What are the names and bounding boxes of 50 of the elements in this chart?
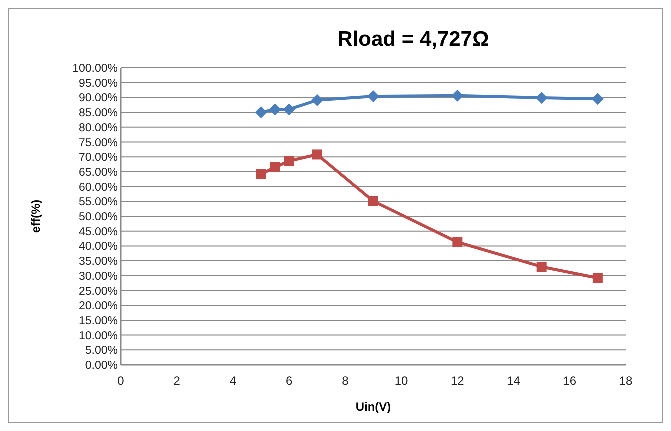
y-axis-title: eff(%) <box>29 200 43 234</box>
point <box>592 93 604 106</box>
y-tick-label: 90.00% <box>78 92 118 105</box>
y-tick-label: 95.00% <box>78 78 118 90</box>
y-tick-label: 65.00% <box>78 166 118 179</box>
x-tick-label: 10 <box>394 374 409 388</box>
y-tick-label: 85.00% <box>78 108 118 120</box>
y-tick-label: 30.00% <box>78 270 118 283</box>
point <box>255 106 268 119</box>
x-tick-label: 12 <box>450 374 465 388</box>
y-tick-label: 5.00% <box>85 345 118 358</box>
x-tick-label: 6 <box>286 374 293 388</box>
point <box>312 150 322 160</box>
point <box>270 162 280 172</box>
y-tick-label: 25.00% <box>78 286 118 298</box>
y-tick-label: 100.00% <box>72 63 118 76</box>
y-tick-label: 50.00% <box>78 212 118 224</box>
point <box>311 94 324 106</box>
x-tick-label: 8 <box>342 374 350 388</box>
x-tick-label: 2 <box>174 374 181 388</box>
point <box>536 262 547 272</box>
point <box>368 90 380 103</box>
point <box>368 196 378 206</box>
y-tick-label: 70.00% <box>78 152 118 164</box>
x-tick-label: 4 <box>230 374 237 388</box>
point <box>256 169 266 180</box>
x-tick-label: 0 <box>118 374 125 388</box>
y-tick-label: 20.00% <box>78 300 118 313</box>
y-tick-label: 35.00% <box>78 256 118 268</box>
y-tick-label: 60.00% <box>78 182 118 194</box>
y-tick-label: 0.00% <box>85 360 118 372</box>
y-tick-label: 55.00% <box>78 196 118 209</box>
point <box>536 92 548 104</box>
point <box>452 237 463 248</box>
x-tick-label: 14 <box>507 374 521 388</box>
y-tick-label: 15.00% <box>78 315 118 328</box>
chart-title: Rload = 4,727Ω <box>338 28 490 51</box>
y-tick-label: 45.00% <box>78 226 118 238</box>
x-tick-label: 18 <box>619 374 633 388</box>
point <box>269 104 282 116</box>
point <box>284 156 294 166</box>
point <box>283 104 296 116</box>
y-tick-label: 75.00% <box>78 137 118 150</box>
x-axis-title: Uin(V) <box>356 400 392 414</box>
point <box>592 273 603 284</box>
y-tick-label: 10.00% <box>78 330 118 342</box>
x-tick-label: 16 <box>563 374 577 388</box>
point <box>452 90 464 102</box>
y-tick-label: 80.00% <box>78 122 118 134</box>
y-tick-label: 40.00% <box>78 241 118 254</box>
